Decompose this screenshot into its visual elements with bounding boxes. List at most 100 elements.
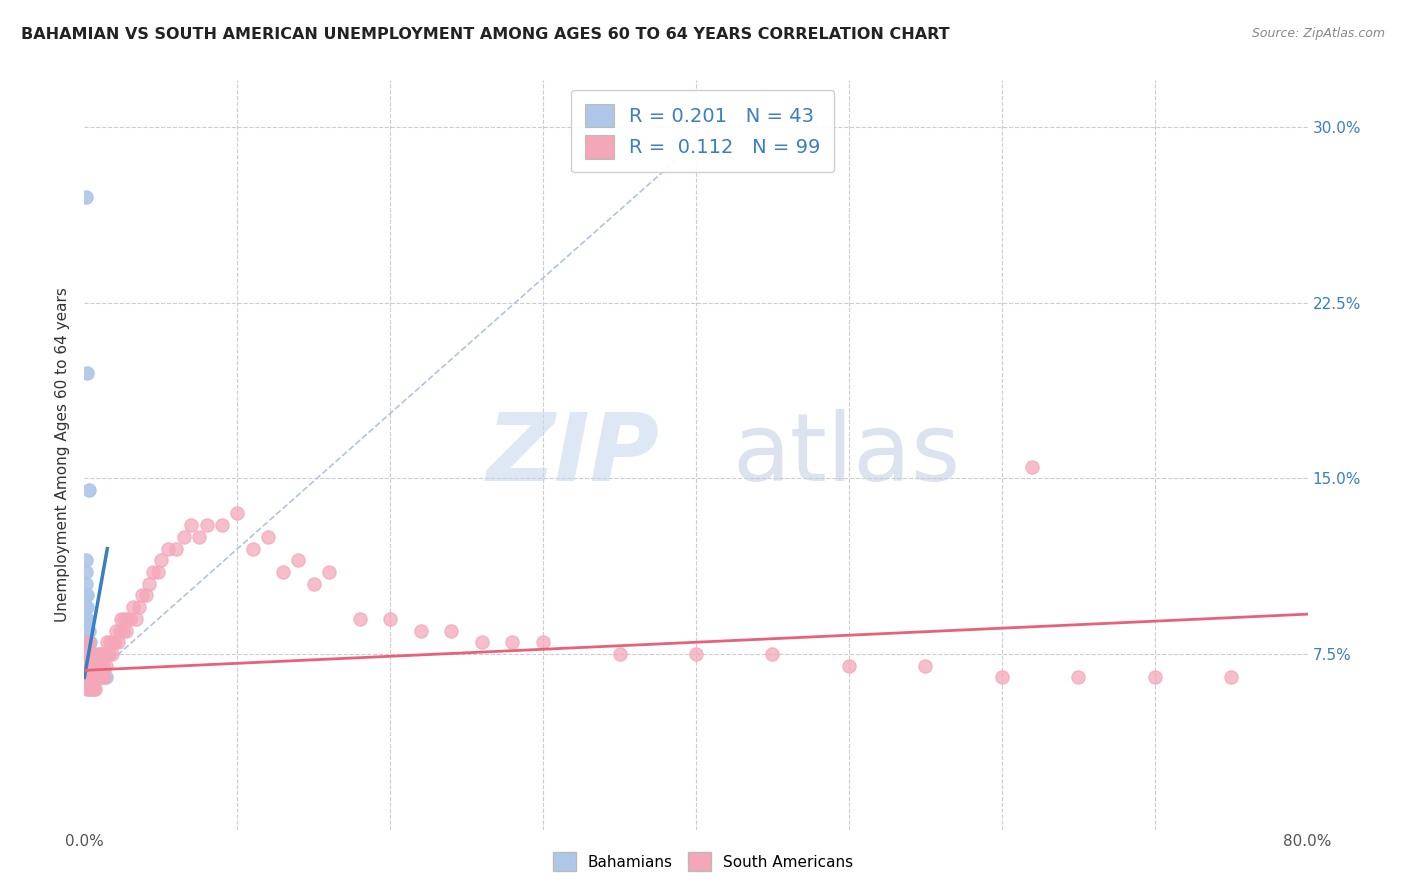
Text: Source: ZipAtlas.com: Source: ZipAtlas.com bbox=[1251, 27, 1385, 40]
Point bbox=[89, 658, 111, 673]
Point bbox=[318, 565, 340, 579]
Point bbox=[84, 658, 107, 673]
Point bbox=[79, 670, 101, 684]
Point bbox=[1021, 459, 1043, 474]
Point bbox=[75, 190, 97, 204]
Point bbox=[349, 612, 371, 626]
Point bbox=[98, 635, 121, 649]
Point bbox=[112, 612, 135, 626]
Point bbox=[75, 658, 97, 673]
Point bbox=[84, 658, 107, 673]
Legend: Bahamians, South Americans: Bahamians, South Americans bbox=[547, 847, 859, 877]
Point bbox=[76, 612, 98, 626]
Point bbox=[75, 670, 97, 684]
Point bbox=[76, 658, 98, 673]
Point bbox=[83, 682, 105, 697]
Point bbox=[75, 576, 97, 591]
Point bbox=[77, 635, 100, 649]
Point bbox=[79, 647, 101, 661]
Point bbox=[79, 682, 101, 697]
Point bbox=[122, 600, 145, 615]
Point bbox=[77, 647, 100, 661]
Point bbox=[79, 658, 101, 673]
Point bbox=[84, 670, 107, 684]
Point bbox=[75, 589, 97, 603]
Point bbox=[157, 541, 180, 556]
Point bbox=[80, 658, 103, 673]
Point bbox=[531, 635, 554, 649]
Point bbox=[242, 541, 264, 556]
Point bbox=[75, 565, 97, 579]
Text: atlas: atlas bbox=[733, 409, 960, 501]
Point bbox=[86, 670, 108, 684]
Point bbox=[105, 624, 128, 638]
Point bbox=[94, 670, 117, 684]
Point bbox=[91, 670, 114, 684]
Point bbox=[101, 647, 124, 661]
Point bbox=[80, 647, 103, 661]
Point bbox=[76, 658, 98, 673]
Point bbox=[86, 658, 108, 673]
Point bbox=[75, 670, 97, 684]
Point bbox=[1220, 670, 1243, 684]
Text: ZIP: ZIP bbox=[486, 409, 659, 501]
Point bbox=[75, 624, 97, 638]
Point bbox=[79, 635, 101, 649]
Point bbox=[108, 624, 131, 638]
Point bbox=[83, 670, 105, 684]
Point bbox=[84, 682, 107, 697]
Point bbox=[76, 635, 98, 649]
Point bbox=[77, 670, 100, 684]
Point bbox=[188, 530, 211, 544]
Point bbox=[94, 658, 117, 673]
Point bbox=[84, 670, 107, 684]
Point bbox=[211, 518, 233, 533]
Point bbox=[75, 647, 97, 661]
Point bbox=[75, 647, 97, 661]
Point bbox=[77, 658, 100, 673]
Point bbox=[125, 612, 148, 626]
Point bbox=[79, 647, 101, 661]
Point bbox=[76, 624, 98, 638]
Point bbox=[75, 553, 97, 567]
Point bbox=[142, 565, 165, 579]
Point bbox=[83, 670, 105, 684]
Point bbox=[76, 670, 98, 684]
Point bbox=[77, 483, 100, 497]
Point bbox=[287, 553, 309, 567]
Point bbox=[89, 670, 111, 684]
Point bbox=[226, 507, 249, 521]
Point bbox=[77, 670, 100, 684]
Point bbox=[146, 565, 169, 579]
Point bbox=[302, 576, 325, 591]
Point bbox=[75, 612, 97, 626]
Point bbox=[97, 647, 120, 661]
Point bbox=[89, 647, 111, 661]
Point bbox=[761, 647, 783, 661]
Point bbox=[80, 647, 103, 661]
Point bbox=[440, 624, 463, 638]
Point bbox=[96, 635, 118, 649]
Point bbox=[76, 366, 98, 380]
Point bbox=[87, 658, 110, 673]
Point bbox=[114, 624, 136, 638]
Point bbox=[107, 635, 129, 649]
Point bbox=[128, 600, 150, 615]
Point bbox=[76, 589, 98, 603]
Point bbox=[80, 670, 103, 684]
Point bbox=[76, 600, 98, 615]
Point bbox=[180, 518, 202, 533]
Point bbox=[90, 647, 112, 661]
Point bbox=[79, 658, 101, 673]
Point bbox=[79, 670, 101, 684]
Point bbox=[87, 670, 110, 684]
Point bbox=[271, 565, 294, 579]
Point bbox=[914, 658, 936, 673]
Point bbox=[75, 635, 97, 649]
Point bbox=[80, 670, 103, 684]
Point bbox=[111, 624, 134, 638]
Point bbox=[502, 635, 524, 649]
Legend: R = 0.201   N = 43, R =  0.112   N = 99: R = 0.201 N = 43, R = 0.112 N = 99 bbox=[571, 90, 834, 172]
Point bbox=[83, 658, 105, 673]
Point bbox=[138, 576, 160, 591]
